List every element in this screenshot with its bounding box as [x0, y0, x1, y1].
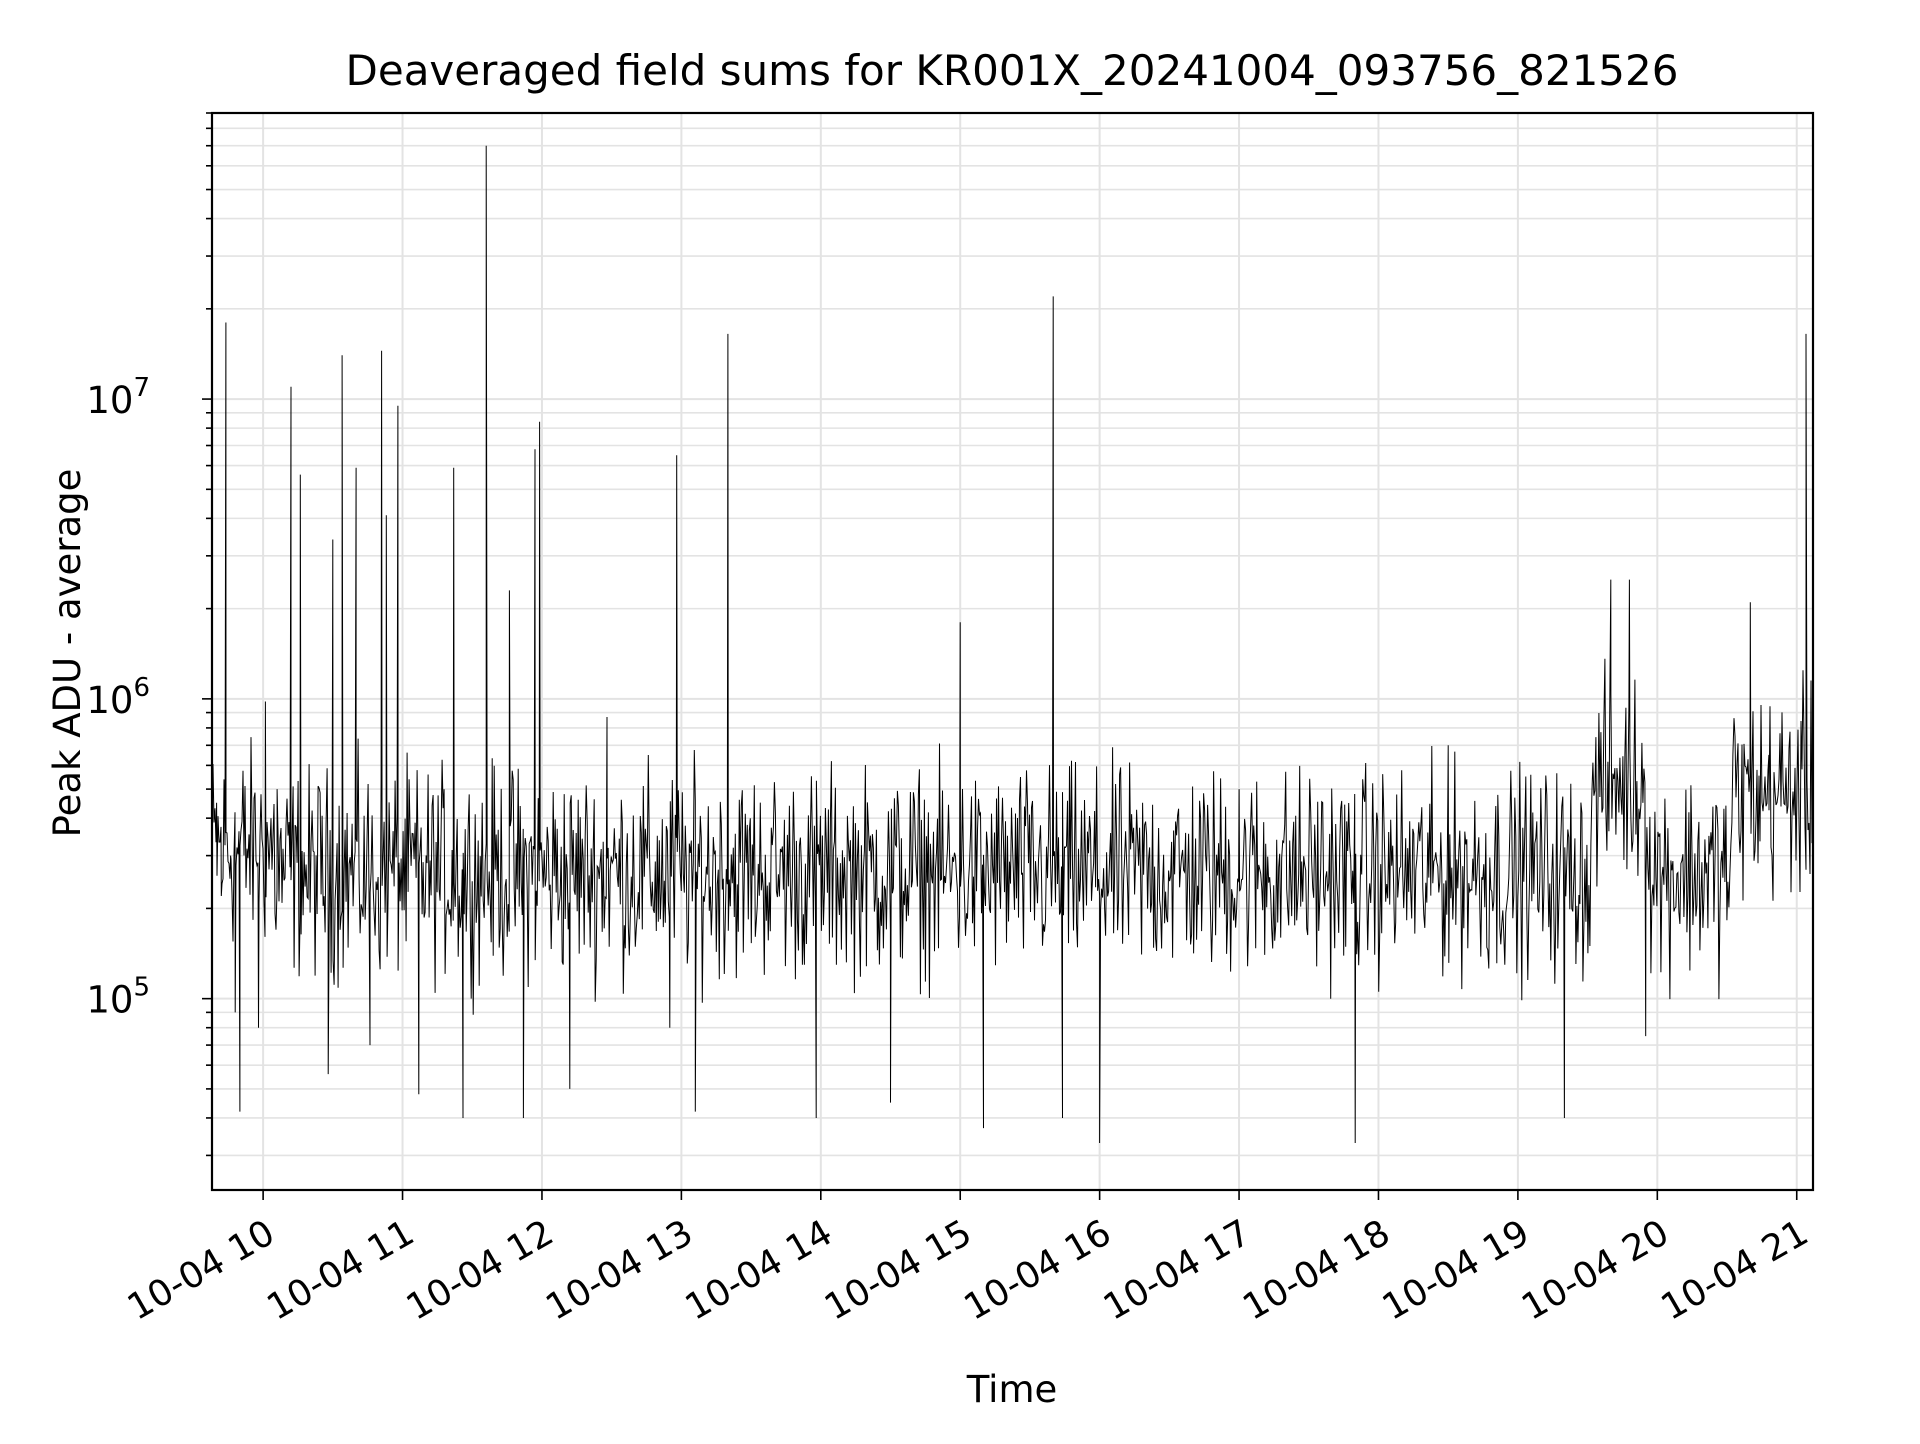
- y-tick-exponent: 7: [133, 373, 150, 403]
- y-tick-base: 10: [86, 979, 133, 1022]
- y-tick-label: 107: [86, 373, 150, 422]
- y-tick-label: 105: [86, 973, 150, 1022]
- y-tick-exponent: 5: [133, 973, 150, 1003]
- x-axis-label: Time: [966, 1368, 1058, 1411]
- y-tick-label: 106: [86, 673, 150, 722]
- series-line: [211, 145, 1814, 1144]
- y-tick-base: 10: [86, 679, 133, 722]
- plot-frame: [210, 111, 1815, 1192]
- y-axis-label: Peak ADU - average: [46, 469, 89, 838]
- y-tick-exponent: 6: [133, 673, 150, 703]
- y-tick-base: 10: [86, 379, 133, 422]
- chart-title: Deaveraged field sums for KR001X_2024100…: [346, 46, 1679, 95]
